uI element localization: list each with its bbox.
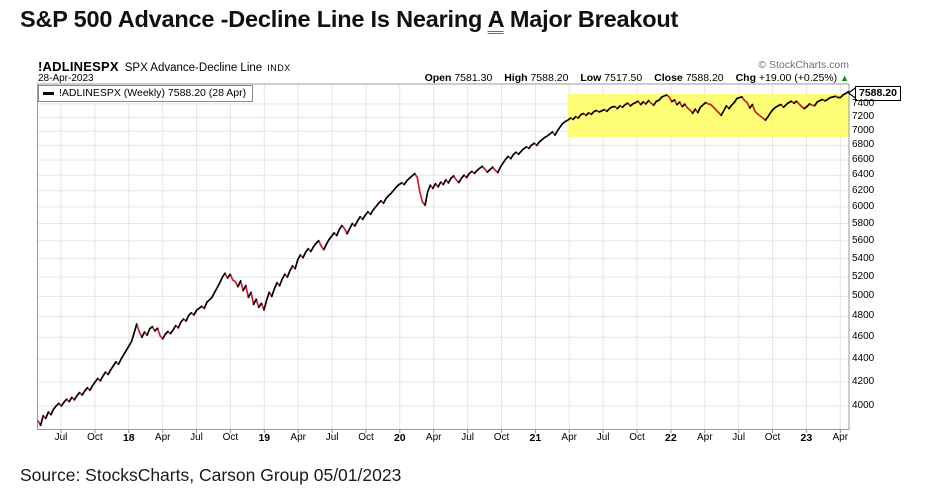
x-tick-label: Oct <box>358 432 374 443</box>
chart-canvas <box>37 83 857 433</box>
x-tick-label: 19 <box>258 432 271 444</box>
close-label: Close <box>654 72 683 84</box>
x-tick-label: Jul <box>54 432 68 443</box>
y-tick-label: 6200 <box>852 184 875 196</box>
y-tick-label: 4800 <box>852 310 875 322</box>
y-tick-label: 5600 <box>852 234 875 246</box>
y-tick-label: 4200 <box>852 375 875 387</box>
legend-text: !ADLINESPX (Weekly) 7588.20 (28 Apr) <box>59 87 247 99</box>
high-label: High <box>504 72 528 84</box>
open-label: Open <box>424 72 452 84</box>
chart-header: !ADLINESPX SPX Advance-Decline Line INDX <box>38 58 291 76</box>
title-underlined-letter: A <box>487 6 504 32</box>
x-tick-label: Oct <box>493 432 510 443</box>
x-tick-label: 21 <box>529 432 542 444</box>
y-tick-label: 7000 <box>852 125 875 137</box>
title-text-post: Major Breakout <box>503 6 679 32</box>
low-value: 7517.50 <box>604 72 643 84</box>
y-tick-label: 5200 <box>852 271 875 283</box>
plot-frame <box>37 83 850 430</box>
y-tick-label: 6800 <box>852 139 875 151</box>
x-tick-label: Jul <box>732 432 746 443</box>
x-tick-label: Apr <box>561 432 577 443</box>
x-tick-label: Oct <box>222 432 239 443</box>
y-tick-label: 6000 <box>852 200 875 212</box>
open-value: 7581.30 <box>454 72 493 84</box>
highlight-annotation <box>568 94 849 137</box>
x-tick-label: 20 <box>393 432 406 444</box>
low-label: Low <box>580 72 602 84</box>
y-tick-label: 7400 <box>852 97 875 109</box>
y-tick-label: 5000 <box>852 290 875 302</box>
ohlc-row: Open 7581.30 High 7588.20 Low 7517.50 Cl… <box>425 72 849 84</box>
y-tick-label: 4600 <box>852 331 875 343</box>
x-tick-label: Oct <box>764 432 781 443</box>
x-tick-label: 23 <box>800 432 813 444</box>
chg-value: +19.00 (+0.25%) <box>758 72 838 84</box>
x-tick-label: Jul <box>596 432 610 443</box>
x-tick-label: Oct <box>629 432 645 443</box>
legend-box: !ADLINESPX (Weekly) 7588.20 (28 Apr) <box>38 85 254 102</box>
y-tick-label: 5400 <box>852 252 875 264</box>
x-tick-label: Jul <box>325 432 339 443</box>
line-swatch-icon <box>43 91 54 95</box>
price-line-declines <box>37 94 839 427</box>
y-tick-label: 4400 <box>852 353 875 365</box>
stockcharts-copyright: © StockCharts.com <box>758 59 849 71</box>
y-tick-label: 6600 <box>852 154 875 166</box>
chg-label: Chg <box>735 72 756 84</box>
y-tick-label: 6400 <box>852 169 875 181</box>
source-note: Source: StocksCharts, Carson Group 05/01… <box>20 465 402 485</box>
up-triangle-icon: ▲ <box>840 73 849 83</box>
x-tick-label: Jul <box>190 432 203 443</box>
x-tick-label: Apr <box>290 432 306 443</box>
high-value: 7588.20 <box>530 72 569 84</box>
x-tick-label: Apr <box>425 432 442 443</box>
page-title: S&P 500 Advance -Decline Line Is Nearing… <box>20 6 678 33</box>
last-price-flag: 7588.20 <box>855 86 901 101</box>
x-tick-label: Apr <box>154 432 171 443</box>
price-line-advances <box>39 90 850 427</box>
y-tick-label: 7200 <box>852 111 875 123</box>
chart-date: 28-Apr-2023 <box>38 73 94 84</box>
close-value: 7588.20 <box>685 72 724 84</box>
y-tick-label: 5800 <box>852 217 875 229</box>
ticker-exchange: INDX <box>267 63 291 73</box>
x-tick-label: 18 <box>122 432 135 444</box>
x-tick-label: Apr <box>832 432 849 443</box>
x-tick-label: 22 <box>665 432 677 444</box>
x-tick-label: Apr <box>697 432 713 443</box>
stockcharts-panel: !ADLINESPX SPX Advance-Decline Line INDX ©… <box>0 50 936 460</box>
y-tick-label: 4000 <box>852 399 875 411</box>
ticker-name: SPX Advance-Decline Line <box>124 62 263 74</box>
ticker-symbol: !ADLINESPX <box>38 59 119 74</box>
x-tick-label: Jul <box>461 432 474 443</box>
title-text-pre: S&P 500 Advance -Decline Line Is Nearing <box>20 6 488 32</box>
x-tick-label: Oct <box>87 432 103 443</box>
